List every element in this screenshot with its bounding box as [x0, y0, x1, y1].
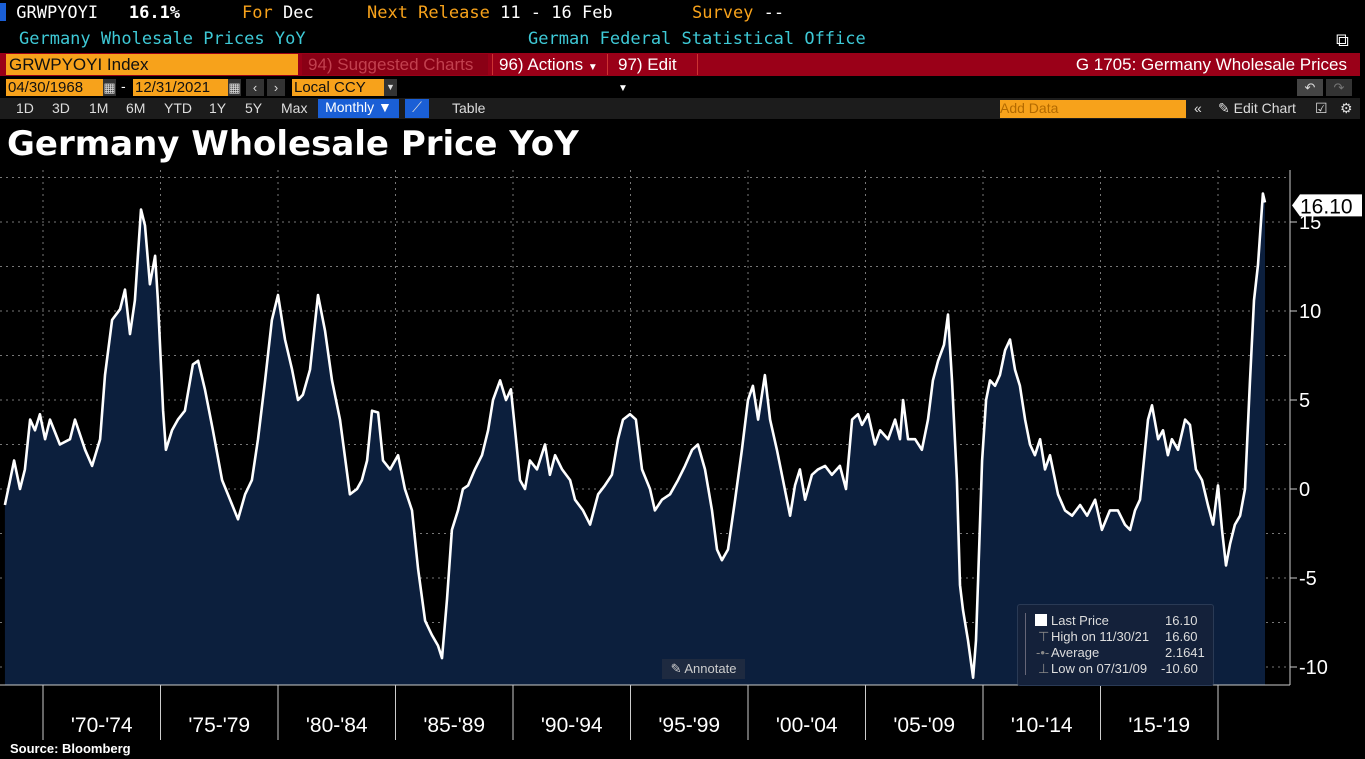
legend-low-label: Low on 07/31/09: [1051, 661, 1148, 676]
end-date-input[interactable]: 12/31/2021: [133, 79, 230, 96]
date-separator: -: [121, 78, 126, 94]
currency-select[interactable]: Local CCY: [292, 79, 386, 96]
redo-icon[interactable]: ↷: [1326, 79, 1352, 96]
security-field[interactable]: GRWPYOYI Index: [6, 54, 298, 75]
source-note: Source: Bloomberg: [10, 741, 131, 756]
chart-legend: Last Price 16.10 ⊤ High on 11/30/21 16.6…: [1017, 604, 1214, 686]
legend-low-value: -10.60: [1161, 661, 1198, 676]
x-tick-label: '80-'84: [306, 714, 368, 737]
legend-last-label: Last Price: [1051, 613, 1109, 628]
range-1d[interactable]: 1D: [16, 100, 34, 116]
x-tick-label: '15-'19: [1128, 714, 1190, 737]
low-marker-icon: ⊥: [1038, 661, 1050, 676]
popout-icon[interactable]: ⧉: [1336, 30, 1349, 50]
next-release-label: Next Release: [367, 3, 490, 23]
x-tick-label: '95-'99: [658, 714, 720, 737]
currency-dropdown-icon[interactable]: ▼: [384, 79, 397, 96]
x-tick-label: '05-'09: [893, 714, 955, 737]
legend-avg-value: 2.1641: [1165, 645, 1205, 660]
for-label: For: [242, 3, 273, 23]
ticker-marker: [0, 3, 6, 21]
range-1m[interactable]: 1M: [89, 100, 109, 116]
start-date-input[interactable]: 04/30/1968: [6, 79, 106, 96]
edit-chart-button[interactable]: ✎ Edit Chart: [1218, 100, 1296, 117]
line-chart-icon[interactable]: ⟋: [405, 99, 429, 118]
y-tick-label: -5: [1299, 568, 1317, 590]
legend-last-value: 16.10: [1165, 613, 1198, 628]
legend-high-value: 16.60: [1165, 629, 1198, 644]
actions-button[interactable]: 96) Actions ▼: [492, 54, 608, 75]
range-3d[interactable]: 3D: [52, 100, 70, 116]
actions-label: 96) Actions: [499, 55, 584, 74]
chart-title: Germany Wholesale Price YoY: [7, 124, 579, 164]
x-tick-label: '85-'89: [423, 714, 485, 737]
source-org: German Federal Statistical Office: [528, 29, 866, 49]
legend-high-label: High on 11/30/21: [1051, 629, 1150, 644]
x-tick-label: '70-'74: [71, 714, 133, 737]
high-marker-icon: ⊤: [1038, 629, 1050, 644]
legend-tree-line: [1025, 613, 1034, 675]
annotate-button[interactable]: ✎ Annotate: [662, 659, 745, 679]
legend-swatch: [1035, 614, 1047, 626]
for-value: Dec: [282, 3, 314, 23]
calendar-icon[interactable]: ▦: [228, 79, 241, 96]
chart-plot[interactable]: 15 10 5 0 -5 -10 '70-'74 '75-'79 '80-'84 '85-'89 '…: [0, 170, 1365, 742]
legend-avg-label: Average: [1051, 645, 1100, 660]
current-value: 16.1%: [128, 3, 181, 23]
prev-arrow-icon[interactable]: ‹: [246, 79, 264, 96]
last-value-label: 16.10: [1300, 195, 1353, 218]
survey-label: Survey: [692, 3, 754, 23]
series-area: [4, 193, 1265, 685]
last-value-tag: [1292, 194, 1362, 217]
edit-chart-label: Edit Chart: [1233, 100, 1296, 116]
caret-icon: ▼: [618, 83, 628, 94]
ticker: GRWPYOYI: [16, 3, 99, 23]
range-ytd[interactable]: YTD: [164, 100, 192, 116]
range-5y[interactable]: 5Y: [245, 100, 263, 116]
y-tick-label: -10: [1299, 657, 1328, 679]
edit-button[interactable]: 97) Edit ▼: [612, 54, 698, 94]
undo-icon[interactable]: ↶: [1297, 79, 1323, 96]
edit-label: 97) Edit: [618, 55, 677, 74]
next-release-value: 11 - 16 Feb: [500, 3, 613, 23]
calendar-icon[interactable]: ▦: [103, 79, 116, 96]
y-tick-label: 0: [1299, 479, 1310, 501]
range-6m[interactable]: 6M: [126, 100, 146, 116]
caret-icon: ▼: [587, 62, 598, 73]
next-arrow-icon[interactable]: ›: [267, 79, 285, 96]
description: Germany Wholesale Prices YoY: [19, 29, 306, 49]
header-row-1: GRWPYOYI 16.1% For Dec Next Release 11 -…: [0, 3, 784, 23]
range-max[interactable]: Max: [281, 100, 308, 116]
collapse-icon[interactable]: «: [1194, 100, 1202, 116]
average-marker-icon: -•-: [1036, 645, 1050, 660]
suggested-charts-button[interactable]: 94) Suggested Charts: [302, 54, 488, 75]
pencil-icon: ✎: [1218, 100, 1230, 116]
add-data-input[interactable]: Add Data: [1000, 100, 1186, 118]
y-tick-label: 15: [1299, 212, 1321, 234]
annotation-icon[interactable]: ☑: [1315, 100, 1328, 116]
x-tick-label: '75-'79: [188, 714, 250, 737]
x-tick-label: '00-'04: [776, 714, 838, 737]
page-title: G 1705: Germany Wholesale Prices: [1075, 55, 1347, 74]
x-tick-label: '10-'14: [1011, 714, 1073, 737]
x-tick-label: '90-'94: [541, 714, 603, 737]
annotate-label: Annotate: [684, 661, 737, 676]
frequency-select[interactable]: Monthly ▼: [318, 99, 399, 118]
survey-value: --: [763, 3, 785, 23]
range-1y[interactable]: 1Y: [209, 100, 227, 116]
y-tick-label: 5: [1299, 390, 1310, 412]
gear-icon[interactable]: ⚙: [1340, 100, 1353, 116]
table-button[interactable]: Table: [452, 100, 486, 116]
series-line: [3, 192, 1267, 679]
y-tick-label: 10: [1299, 301, 1321, 323]
